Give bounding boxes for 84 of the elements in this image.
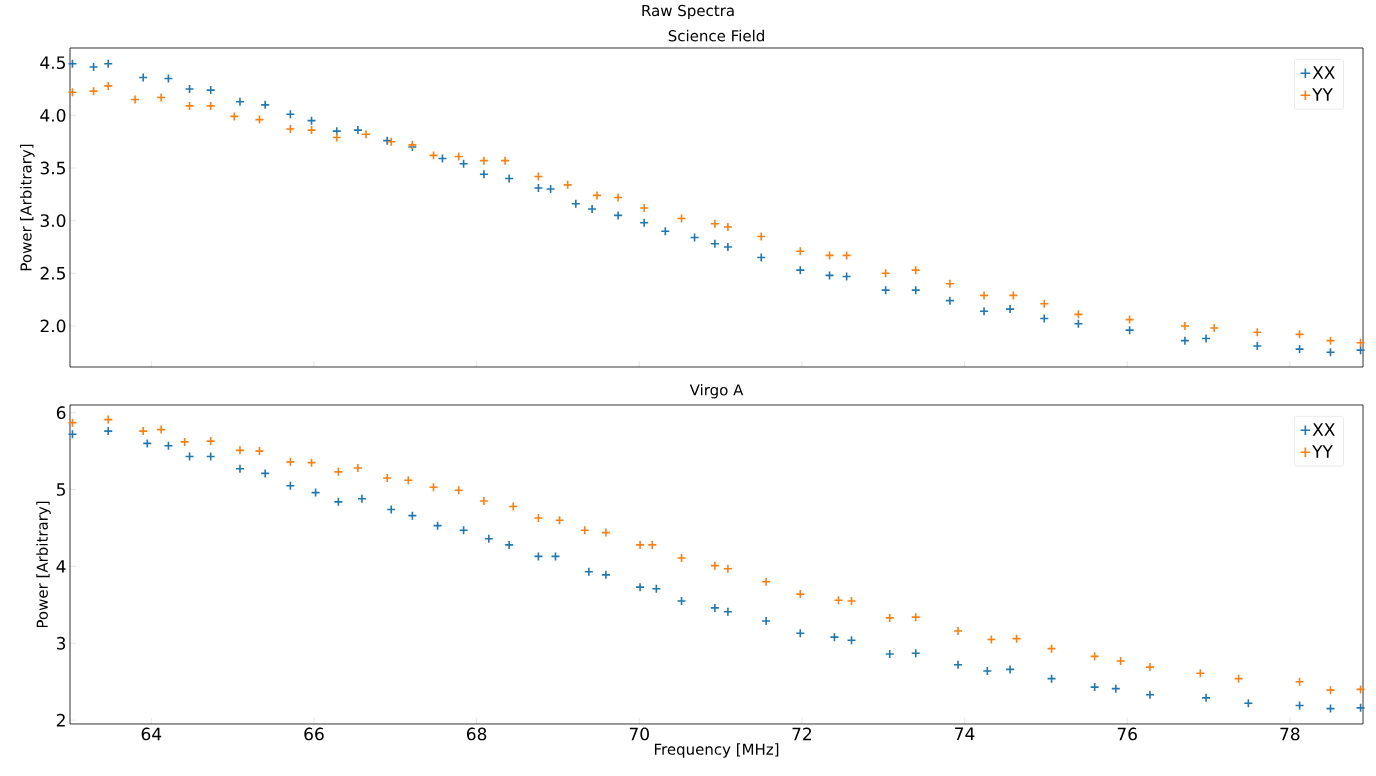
x-tick-label: 78 [1280, 727, 1300, 741]
text: Raw Spectra [642, 4, 734, 20]
point [795, 589, 806, 599]
point [382, 473, 392, 483]
point [357, 493, 367, 504]
legend-label: XX [1312, 423, 1335, 436]
point [710, 219, 720, 229]
x-tick-label: 64 [141, 727, 162, 741]
point [331, 126, 342, 136]
point [1201, 693, 1211, 703]
y-tick-label: 3.5 [40, 161, 65, 175]
y-tick-label: 6 [56, 406, 66, 420]
point [635, 582, 645, 592]
x-tick-label: 70 [629, 727, 649, 741]
point [1180, 321, 1190, 331]
point [910, 265, 921, 275]
point [884, 613, 895, 623]
point [979, 306, 989, 316]
y-tick-label: 5 [56, 483, 65, 496]
point [584, 566, 594, 577]
legend-label: YY [1312, 88, 1333, 101]
point [1145, 662, 1155, 672]
point [1039, 299, 1050, 309]
point [795, 246, 806, 256]
chart-title: Science Field [668, 29, 764, 42]
point [235, 463, 245, 474]
point [761, 576, 771, 587]
point [953, 660, 963, 670]
point [1145, 689, 1155, 700]
point [910, 648, 921, 659]
point [579, 525, 590, 536]
x-tick-label: 74 [955, 727, 975, 740]
point [795, 628, 806, 639]
legend-label: YY [1312, 445, 1333, 458]
point [103, 426, 114, 436]
chart-title: Virgo A [689, 383, 744, 399]
point [639, 217, 649, 228]
point [504, 540, 514, 550]
point [910, 285, 921, 295]
point [138, 426, 148, 436]
x-tick-label: 68 [466, 727, 487, 741]
point [723, 563, 733, 574]
point [945, 279, 955, 289]
point [953, 626, 963, 636]
point [1005, 304, 1015, 314]
x-tick-label: 76 [1117, 727, 1137, 741]
point [103, 58, 114, 69]
point [910, 612, 921, 622]
point [723, 242, 733, 252]
legend-label: XX [1312, 66, 1335, 79]
point [260, 100, 270, 110]
point [353, 125, 363, 135]
y-tick-label: 2 [56, 713, 65, 727]
point [587, 204, 597, 214]
point [710, 239, 720, 249]
y-tick-label: 3 [56, 636, 66, 650]
point [601, 570, 611, 580]
y-tick-label: 4.5 [40, 56, 65, 70]
point [1209, 323, 1219, 333]
point [795, 265, 806, 275]
point [647, 540, 658, 550]
y-tick-label: 3.0 [40, 214, 66, 228]
point [761, 616, 771, 626]
x-tick-label: 72 [792, 727, 812, 741]
y-tick-label: 2.5 [40, 266, 65, 280]
y-tick-label: 4.0 [40, 108, 66, 122]
point [353, 463, 363, 473]
point [103, 81, 114, 91]
y-tick-label: 4 [56, 560, 66, 573]
point [635, 540, 645, 550]
point [484, 533, 494, 544]
point [710, 603, 720, 613]
x-axis-title: Frequency [MHz] [654, 743, 779, 758]
y-tick-label: 2.0 [40, 319, 66, 333]
point [660, 226, 671, 236]
x-tick-label: 66 [304, 727, 324, 741]
point [884, 649, 895, 659]
point [639, 203, 649, 213]
y-axis-title: Power [Arbitrary] [36, 501, 51, 628]
point [723, 222, 733, 232]
point [723, 606, 733, 617]
point [479, 496, 489, 506]
point [571, 199, 581, 209]
y-axis-title: Power [Arbitrary] [20, 144, 35, 271]
